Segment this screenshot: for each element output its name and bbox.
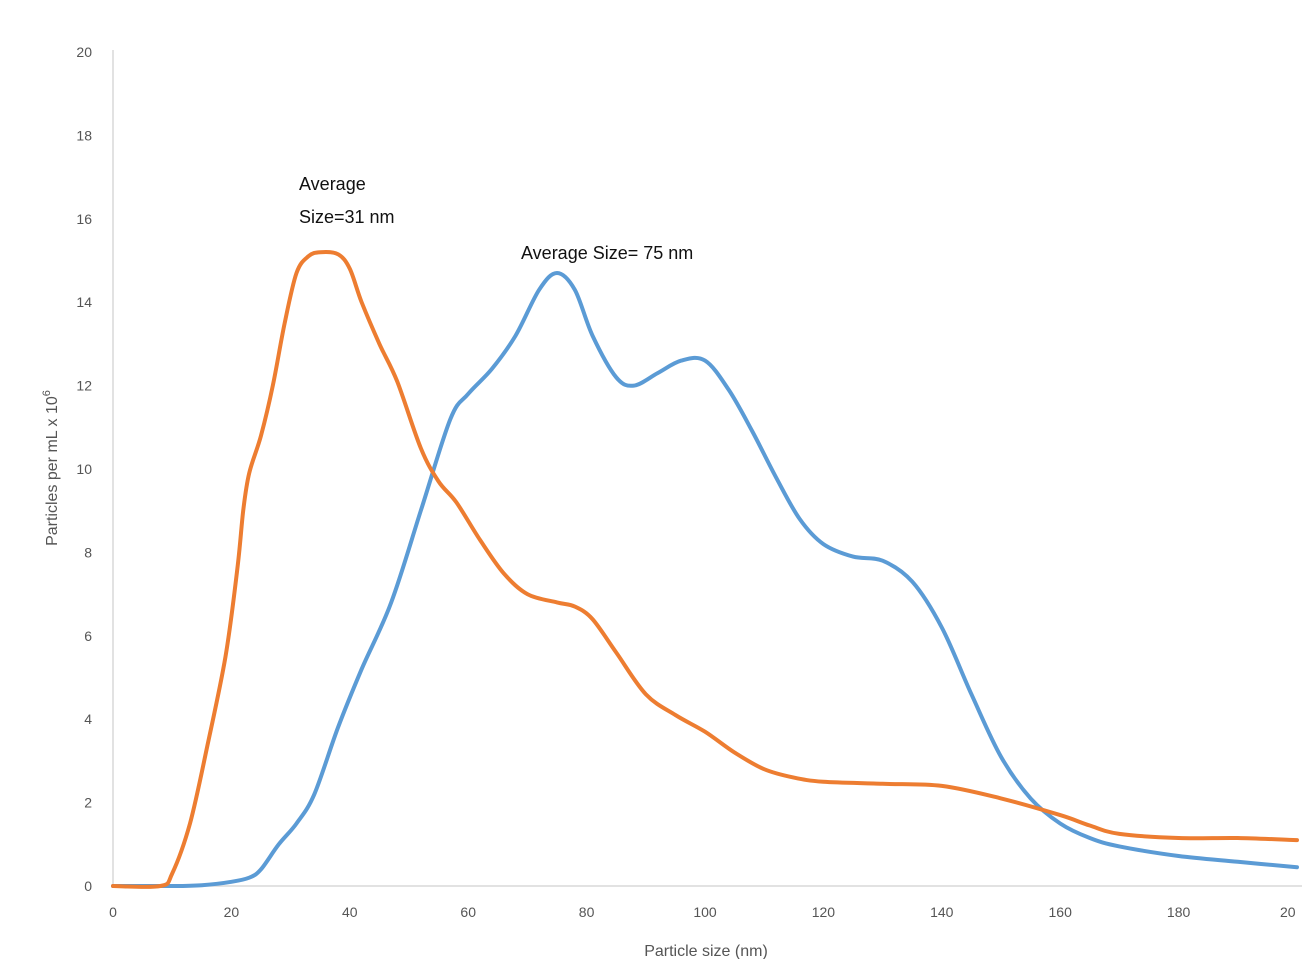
y-axis-label-exponent: 6 [41,390,53,396]
y-tick-label: 20 [76,44,92,60]
annotation-line: Average [299,174,366,194]
y-tick-label: 18 [76,127,92,143]
annotation-avg-75nm: Average Size= 75 nm [521,243,693,263]
x-tick-label: 120 [812,904,836,920]
series-line-orange [111,249,1299,889]
x-axis-label: Particle size (nm) [644,943,768,959]
x-tick-label: 100 [693,904,717,920]
annotation-avg-31nm: Average Size=31 nm [299,174,395,227]
y-axis-label-group: Particles per mL x 106 [41,390,61,546]
series-lines [111,249,1299,889]
y-tick-label: 10 [76,461,92,477]
x-tick-label: 180 [1167,904,1191,920]
y-axis-label: Particles per mL x 10 [44,396,61,546]
annotation-line: Size=31 nm [299,207,395,227]
series-line-blue [111,271,1299,889]
y-tick-label: 14 [76,294,92,310]
x-tick-label: 140 [930,904,954,920]
x-tick-label: 60 [460,904,476,920]
x-tick-label: 0 [109,904,117,920]
x-tick-labels: 0 20 40 60 80 100 120 140 160 180 20 [109,904,1296,920]
annotation-line: Average Size= 75 nm [521,243,693,263]
y-tick-label: 8 [84,544,92,560]
x-tick-label: 40 [342,904,358,920]
y-tick-labels: 0 2 4 6 8 10 12 14 16 18 20 [76,44,92,894]
x-tick-label: 80 [579,904,595,920]
y-tick-label: 6 [84,628,92,644]
y-tick-label: 0 [84,878,92,894]
x-tick-label: 20 [1280,904,1296,920]
y-tick-label: 4 [84,711,92,727]
x-tick-label: 20 [224,904,240,920]
annotations: Average Size=31 nm Average Size= 75 nm [299,174,693,263]
y-tick-label: 16 [76,211,92,227]
y-tick-label: 2 [84,795,92,811]
y-tick-label: 12 [76,378,92,394]
x-tick-label: 160 [1049,904,1073,920]
